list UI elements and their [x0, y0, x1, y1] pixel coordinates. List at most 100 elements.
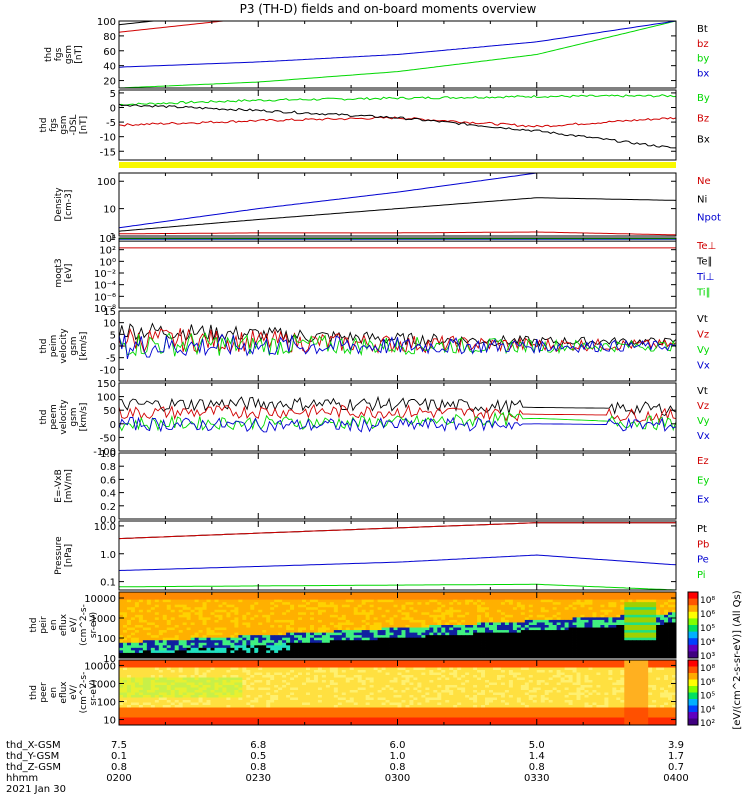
ylabel-p5-0: thd — [39, 339, 49, 354]
xaxis-value-1-2: 1.0 — [390, 751, 406, 762]
ylabel-p9-1: peir — [39, 616, 49, 634]
legend-p1-bz: bz — [697, 39, 709, 50]
ytick-label-p6-3: 0 — [110, 420, 116, 431]
panel-p10: thd peer en eflux eV/(cm^2-s-sr-eV) 10000 1000… — [29, 659, 677, 727]
plot-title: P3 (TH-D) fields and on-board moments ov… — [240, 2, 537, 16]
legend-p6-Vt: Vt — [697, 386, 708, 397]
ytick-label-p6-4: -50 — [100, 433, 116, 444]
ytick-label-p1-0: 20 — [103, 77, 116, 88]
heatmap-p10 — [119, 660, 676, 725]
frame-p7 — [118, 452, 677, 520]
ylabel-p5-4: [km/s] — [79, 332, 89, 361]
ylabel-p10-2: en — [49, 687, 59, 698]
xaxis-row-label-3: hhmm — [6, 773, 38, 784]
xaxis-value-3-0: 0200 — [106, 773, 131, 784]
ylabel-p9-5: (cm^2-s- — [79, 604, 89, 646]
ylabel-p9-6: sr-eV) — [89, 612, 99, 638]
colorbar-cell-cb1-0 — [688, 592, 698, 600]
ylabel-p6-2: velocity — [59, 399, 69, 435]
ytick-label-p5-4: -5 — [106, 354, 116, 365]
colorbar-cell-cb1-3 — [688, 611, 698, 619]
series-group-p6 — [119, 395, 676, 433]
series-p1-by — [119, 21, 676, 88]
colorbar-frame-cb2 — [687, 659, 699, 726]
ytick-label-p1-4: 100 — [97, 17, 116, 28]
legend-p4-Te⊥: Te⊥ — [696, 241, 716, 252]
ytick-label-p10-3: 10 — [103, 716, 116, 727]
series-p6-Vx — [119, 416, 676, 433]
ylabel-p9-4: eV/ — [69, 617, 79, 633]
legend-p5-Vz: Vz — [697, 330, 709, 341]
ylabel-p3-0: Density — [54, 187, 64, 222]
ytick-label-p9-1: 1000 — [91, 614, 116, 625]
ytick-label-p8-1: 1.0 — [100, 550, 116, 561]
legend-p8-Pi: Pi — [697, 570, 706, 581]
frame-p3 — [118, 172, 677, 237]
legend-p2-Bz: Bz — [697, 114, 709, 125]
frame-p6 — [118, 382, 677, 452]
colorbar-cell-cb2-0 — [688, 660, 698, 667]
series-p1-bx — [119, 21, 676, 68]
legend-p7-Ey: Ey — [697, 475, 709, 486]
ylabel-p1-1: fgs — [54, 47, 64, 61]
panel-p2: thd fgs gsm -DSL [nT] 5 0 -5 -10 -15 By Bz Bx — [39, 89, 710, 168]
colorbar-cell-cb2-4 — [688, 686, 698, 693]
legend-p2-Bx: Bx — [697, 134, 710, 145]
ylabel-p5-2: velocity — [59, 328, 69, 364]
ytick-label-p4-1: 10² — [99, 246, 116, 257]
ylabel-p1-3: [nT] — [74, 45, 84, 63]
colorbar-label-cb2-0: 10⁸ — [700, 664, 715, 674]
colorbar-cell-cb2-2 — [688, 673, 698, 680]
ytick-label-p1-1: 40 — [103, 62, 116, 73]
ylabel-p10-0: thd — [29, 685, 39, 700]
colorbar-label-cb1-2: 10⁵ — [700, 624, 715, 634]
colorbar-cell-cb1-2 — [688, 605, 698, 613]
ytick-label-p6-0: 150 — [97, 379, 116, 390]
ylabel-p6-0: thd — [39, 410, 49, 425]
ytick-label-p7-3: 0.4 — [100, 489, 116, 500]
ylabel-p3-1: [cm-3] — [64, 190, 74, 220]
legend-p1-by: by — [697, 54, 709, 65]
panel-p7: E=-VxB [mV/m] 1.0 0.8 0.6 0.4 0.2 0.0 Ez Ey Ex — [54, 449, 709, 526]
ylabel-p2-2: gsm — [59, 115, 69, 134]
colorbar-cell-cb2-6 — [688, 699, 698, 706]
xaxis-value-1-1: 0.5 — [250, 751, 266, 762]
series-group-p3 — [119, 173, 676, 236]
ytick-label-p2-1: 0 — [110, 104, 116, 115]
xaxis-row-label-0: thd_X-GSM — [6, 740, 61, 751]
ytick-label-p6-1: 100 — [97, 393, 116, 404]
xaxis-value-0-2: 6.0 — [390, 740, 406, 751]
legend-p8-Pt: Pt — [697, 524, 707, 535]
ytick-label-p7-2: 0.6 — [100, 475, 116, 486]
ylabel-p5-1: peim — [49, 335, 59, 358]
ytick-label-p6-5: -100 — [93, 447, 116, 458]
colorbar-cell-cb1-8 — [688, 644, 698, 652]
series-p5-Vz — [119, 327, 676, 354]
legend-p2-By: By — [697, 93, 710, 104]
ylabel-p6-4: [km/s] — [79, 403, 89, 432]
colorbar-cell-cb2-1 — [688, 666, 698, 674]
colorbar-frame-cb1 — [687, 591, 699, 659]
xaxis-value-0-1: 6.8 — [250, 740, 266, 751]
panel-p1: thd fgs gsm [nT] 20 40 60 80 100 Bt bz by bx — [44, 17, 709, 89]
ytick-label-p5-1: 10 — [103, 319, 116, 330]
ytick-label-p5-3: 0 — [110, 342, 116, 353]
legend-p1-Bt: Bt — [697, 24, 708, 35]
ytick-label-p3-1: 10 — [103, 205, 116, 216]
ytick-label-p5-2: 5 — [110, 330, 116, 341]
series-p6-Vy — [119, 411, 676, 432]
legend-p8-Pb: Pb — [697, 539, 709, 550]
xaxis-value-0-3: 5.0 — [529, 740, 545, 751]
ylabel-p2-0: thd — [39, 118, 49, 133]
ytick-label-p10-0: 10000 — [84, 661, 116, 672]
colorbar-cell-cb1-7 — [688, 638, 698, 646]
ytick-label-p4-6: 10⁻⁸ — [94, 304, 116, 315]
series-group-p2 — [119, 94, 676, 149]
colorbar-cell-cb2-3 — [688, 679, 698, 687]
ylabel-p8-1: [nPa] — [64, 544, 74, 567]
panel-p8: Pressure [nPa] 10.0 1.0 0.1 Pt Pb Pe Pi — [54, 520, 709, 591]
flag-bar — [119, 162, 676, 168]
